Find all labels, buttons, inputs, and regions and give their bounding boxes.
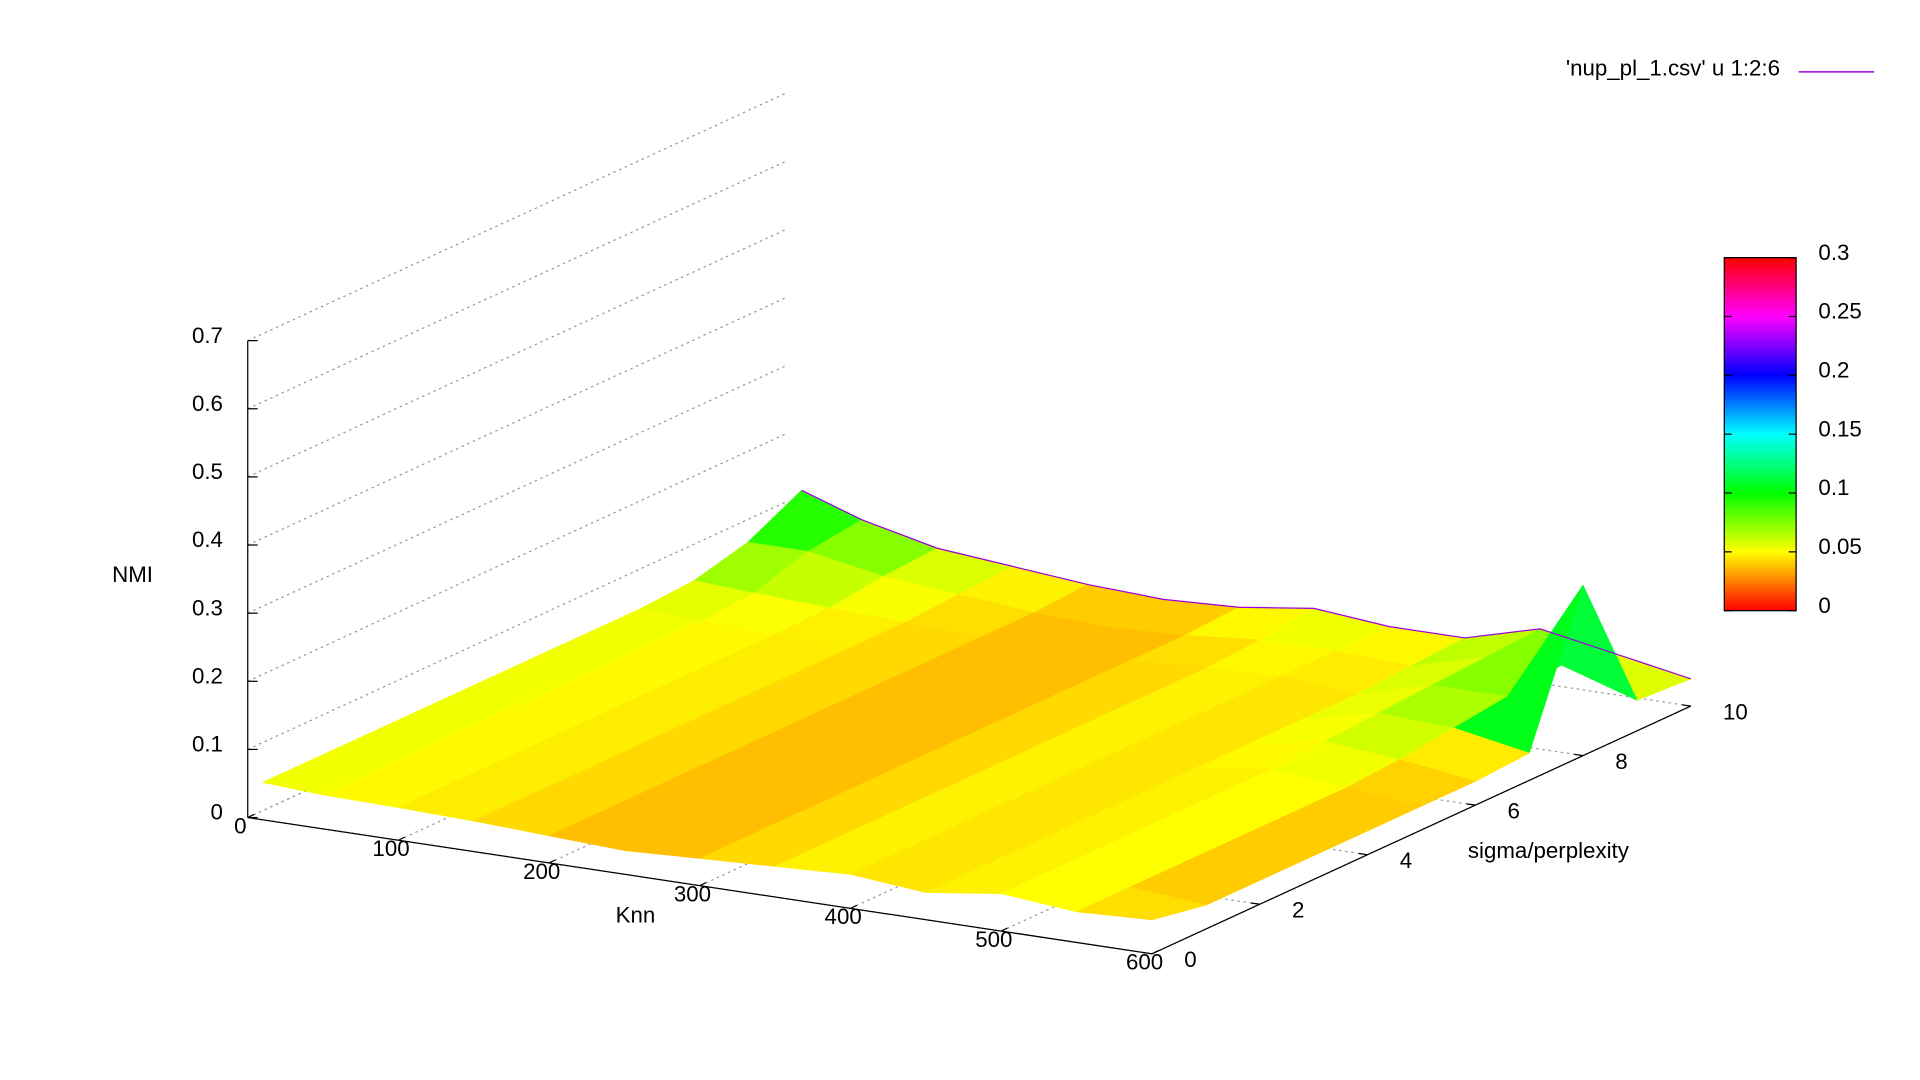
- x-tick-label: 100: [372, 836, 409, 861]
- x-tick-label: 400: [825, 904, 862, 929]
- colorbar: [1723, 257, 1797, 612]
- grid-line: [247, 228, 787, 478]
- z-tick-label: 0.7: [192, 323, 223, 348]
- y-tick-label: 10: [1723, 699, 1748, 724]
- z-tick-label: 0.3: [192, 595, 223, 620]
- surface-edge: [801, 489, 1692, 680]
- z-tick-label: 0.1: [192, 732, 223, 757]
- grid-line: [247, 296, 787, 546]
- x-tick: [398, 836, 405, 841]
- colorbar-tick-label: 0.15: [1818, 416, 1861, 441]
- y-tick: [1574, 753, 1584, 757]
- y-tick: [1466, 803, 1476, 806]
- colorbar-tick-label: 0.2: [1818, 358, 1849, 383]
- x-tick-label: 500: [975, 927, 1012, 952]
- x-axis-label: Knn: [616, 903, 656, 928]
- x-tick: [699, 882, 707, 887]
- colorbar-tick-label: 0.1: [1818, 475, 1849, 500]
- grid-line: [247, 92, 787, 342]
- x-tick-label: 600: [1126, 950, 1163, 975]
- x-tick-label: 200: [523, 859, 560, 884]
- y-tick-label: 4: [1400, 848, 1412, 873]
- x-tick: [548, 859, 556, 864]
- grid-line: [247, 160, 787, 410]
- z-tick-label: 0.6: [192, 391, 223, 416]
- colorbar-tick-label: 0.05: [1818, 534, 1861, 559]
- y-tick: [1251, 902, 1260, 905]
- colorbar-tick-label: 0.25: [1818, 299, 1861, 324]
- y-tick: [1682, 704, 1691, 707]
- z-tick-label: 0.2: [192, 663, 223, 688]
- y-axis-label: sigma/perplexity: [1468, 838, 1630, 863]
- z-tick-label: 0: [211, 800, 223, 825]
- y-tick-label: 2: [1292, 898, 1304, 923]
- x-tick: [1151, 950, 1159, 955]
- z-tick-label: 0.5: [192, 459, 223, 484]
- y-tick: [1143, 951, 1153, 955]
- x-tick-label: 0: [234, 813, 246, 838]
- plot-area: 'nup_pl_1.csv' u 1:2:6 Knn sigma/perplex…: [112, 55, 1875, 975]
- y-tick-label: 0: [1184, 947, 1196, 972]
- y-tick-label: 6: [1508, 798, 1520, 823]
- surface-patch: [1076, 886, 1207, 921]
- colorbar-tick-label: 0.3: [1818, 240, 1849, 265]
- x-tick: [850, 904, 858, 909]
- legend-label: 'nup_pl_1.csv' u 1:2:6: [1566, 55, 1780, 80]
- x-tick-label: 300: [674, 881, 711, 906]
- y-tick: [1358, 852, 1368, 856]
- z-tick-label: 0.4: [192, 527, 223, 552]
- y-tick-label: 8: [1615, 749, 1627, 774]
- y-axis: [1151, 705, 1692, 955]
- z-axis-label: NMI: [112, 562, 153, 587]
- colorbar-tick-label: 0: [1818, 593, 1830, 618]
- x-tick: [1001, 927, 1008, 932]
